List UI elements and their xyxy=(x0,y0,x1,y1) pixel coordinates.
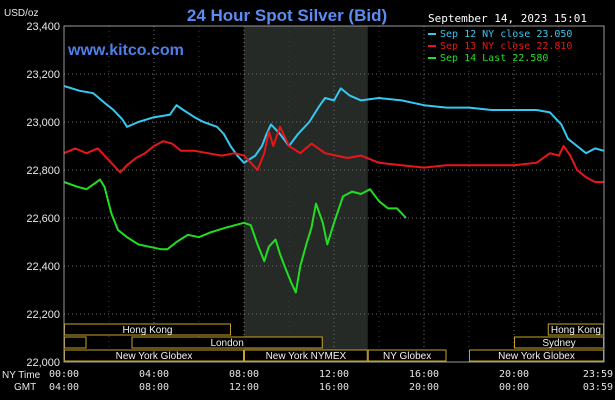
session-bar xyxy=(131,336,323,349)
session-label: NY Globex xyxy=(383,351,431,362)
x-tick-label-gmt: 08:00 xyxy=(139,382,169,393)
chart-title: 24 Hour Spot Silver (Bid) xyxy=(187,6,387,25)
session-label: London xyxy=(210,338,243,349)
price-series xyxy=(63,85,605,294)
legend-entry: Sep 12 NY close 23.050 xyxy=(440,29,572,40)
y-tick-label: 23,400 xyxy=(26,21,60,33)
ny-time-label: NY Time xyxy=(2,370,41,381)
gmt-label: GMT xyxy=(14,382,36,393)
x-axis-ticks: 00:00 04:00 04:00 08:00 08:00 12:00 12:00 16:00… xyxy=(49,369,613,393)
x-tick-label-gmt: 00:00 xyxy=(499,382,529,393)
x-tick-label-gmt: 04:00 xyxy=(49,382,79,393)
series-line-3 xyxy=(63,178,407,294)
x-tick-label-ny: 00:00 xyxy=(49,369,79,380)
grid-lines xyxy=(64,26,604,362)
x-tick-label-ny: 12:00 xyxy=(319,369,349,380)
timestamp: September 14, 2023 15:01 xyxy=(428,12,587,25)
session-bar xyxy=(244,349,368,362)
session-label: New York Globex xyxy=(498,351,575,362)
session-label: New York Globex xyxy=(116,351,193,362)
unit-label: USD/oz xyxy=(4,8,38,19)
plot-border xyxy=(63,25,605,363)
market-session-bars: Hong Kong Hong Kong London Sydney New York G… xyxy=(64,323,604,362)
y-axis-ticks: 22,000 22,200 22,400 22,600 22,800 23,000 23,2… xyxy=(26,21,60,369)
y-tick-label: 22,000 xyxy=(26,357,60,369)
y-tick-label: 22,800 xyxy=(26,165,60,177)
legend-entry: Sep 13 NY close 22.810 xyxy=(440,41,572,52)
x-tick-label-ny: 04:00 xyxy=(139,369,169,380)
session-label: Sydney xyxy=(542,338,575,349)
x-tick-label-ny: 16:00 xyxy=(409,369,439,380)
session-label: Hong Kong xyxy=(122,325,172,336)
session-bar xyxy=(367,349,447,362)
series-line-2 xyxy=(63,125,604,183)
y-tick-label: 22,600 xyxy=(26,213,60,225)
x-tick-label-ny: 20:00 xyxy=(499,369,529,380)
x-tick-label-gmt: 20:00 xyxy=(409,382,439,393)
session-bar xyxy=(64,336,87,349)
x-tick-label-gmt: 16:00 xyxy=(319,382,349,393)
x-tick-label-ny: 23:59 xyxy=(583,369,613,380)
y-tick-label: 22,200 xyxy=(26,309,60,321)
session-label: Hong Kong xyxy=(551,325,601,336)
x-tick-label-gmt: 12:00 xyxy=(229,382,259,393)
y-tick-label: 23,200 xyxy=(26,69,60,81)
y-tick-label: 22,400 xyxy=(26,261,60,273)
series-line-1 xyxy=(63,85,605,164)
legend-entry: Sep 14 Last 22.580 xyxy=(440,53,548,64)
x-tick-label-ny: 08:00 xyxy=(229,369,259,380)
website-watermark: www.kitco.com xyxy=(67,42,184,59)
y-tick-label: 23,000 xyxy=(26,117,60,129)
session-label: New York NYMEX xyxy=(266,351,347,362)
x-tick-label-gmt: 03:59 xyxy=(583,382,613,393)
